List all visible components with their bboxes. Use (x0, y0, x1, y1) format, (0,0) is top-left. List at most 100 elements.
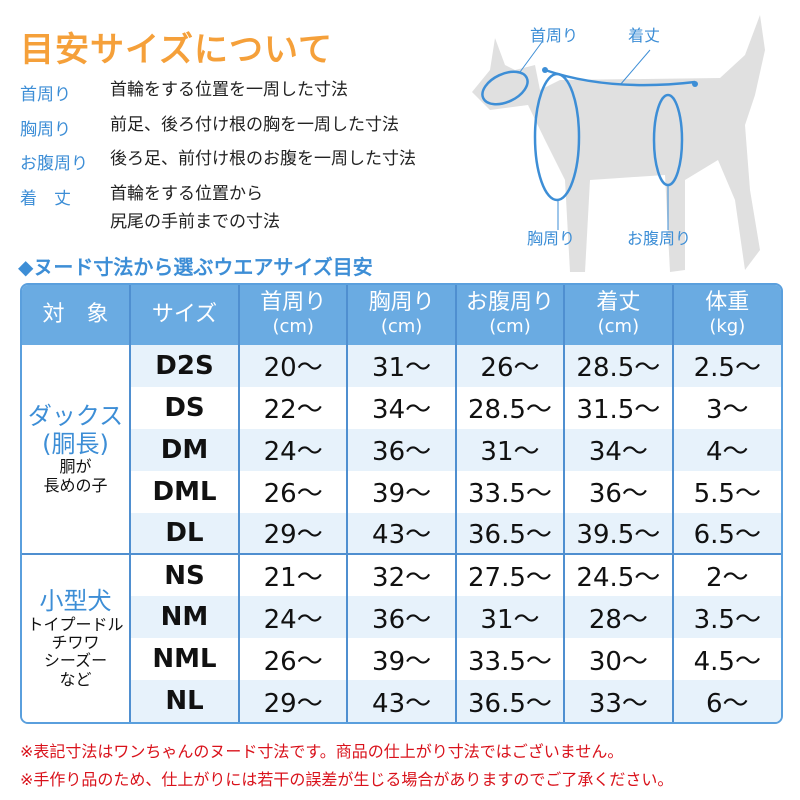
value-cell: 43〜 (347, 512, 457, 555)
target-group-cell: ダックス (胴長) 胴が 長めの子 (22, 345, 131, 555)
value-cell: 24.5〜 (564, 553, 674, 597)
value-cell: 28〜 (564, 596, 674, 639)
table-header-row: 対 象 サイズ 首周り (cm) 胸周り (cm) お腹周り (cm) 着丈 (cm) … (22, 285, 781, 345)
value-cell: 5.5〜 (693, 479, 761, 510)
value-cell: 28.5〜 (564, 345, 674, 387)
table-row: NML 26〜 39〜 33.5〜 30〜 4.5〜 (22, 638, 781, 680)
size-cell: DM (130, 428, 240, 471)
target-desc4: など (59, 669, 92, 689)
value-cell: 36〜 (347, 596, 457, 639)
section-subtitle: ◆ヌード寸法から選ぶウエアサイズ目安 (18, 255, 373, 279)
target-desc2: 長めの子 (43, 475, 108, 495)
table-row: DM 24〜 36〜 31〜 34〜 4〜 (22, 428, 781, 471)
value-cell: 33.5〜 (455, 638, 566, 680)
size-cell: DML (130, 470, 240, 513)
target-desc: トイプードル (27, 614, 124, 634)
term-belly: お腹周り (20, 154, 88, 174)
value-cell: 36.5〜 (455, 512, 566, 555)
value-cell: 6〜 (672, 680, 781, 722)
term-chest: 胸周り (20, 120, 71, 140)
value-cell: 24〜 (239, 428, 349, 471)
table-row: DL 29〜 43〜 36.5〜 39.5〜 6.5〜 (22, 512, 781, 555)
header-weight: 体重 (kg) (672, 285, 781, 345)
term-neck: 首周り (20, 85, 71, 105)
value-cell: 39.5〜 (564, 512, 674, 555)
value-cell: 31〜 (455, 596, 566, 639)
value-cell: 31〜 (455, 428, 566, 471)
diagram-label-neck: 首周り (530, 26, 579, 45)
size-table: 対 象 サイズ 首周り (cm) 胸周り (cm) お腹周り (cm) 着丈 (cm) … (20, 283, 783, 724)
table-row: DS 22〜 34〜 28.5〜 31.5〜 3〜 (22, 386, 781, 429)
header-neck: 首周り (cm) (239, 285, 349, 345)
target-name2: (胴長) (42, 429, 109, 458)
value-cell: 36〜 (347, 428, 457, 471)
target-group-cell: 小型犬 トイプードル チワワ シーズー など (22, 553, 131, 722)
value-cell: 31〜 (347, 345, 457, 387)
def-neck: 首輪をする位置を一周した寸法 (110, 80, 348, 100)
value-cell: 43〜 (347, 680, 457, 722)
header-length: 着丈 (cm) (564, 285, 674, 345)
value-cell: 21〜 (239, 553, 349, 597)
def-length-2: 尻尾の手前までの寸法 (110, 212, 280, 232)
size-cell: NML (130, 638, 240, 680)
value-cell: 28.5〜 (455, 386, 566, 429)
value-cell: 29〜 (239, 680, 349, 722)
value-cell: 4〜 (672, 428, 781, 471)
page-title: 目安サイズについて (20, 30, 333, 70)
value-cell: 20〜 (239, 345, 349, 387)
target-name: 小型犬 (39, 587, 112, 616)
table-row: 小型犬 トイプードル チワワ シーズー など NS 21〜 32〜 27.5〜 24.5〜 2〜 (22, 553, 781, 722)
value-cell: 6.5〜 (672, 512, 781, 555)
def-length: 首輪をする位置から (110, 184, 263, 204)
dog-silhouette (472, 15, 765, 272)
size-cell: NL (130, 680, 240, 722)
size-cell: DS (130, 386, 240, 429)
value-cell: 26〜 (239, 470, 349, 513)
header-chest: 胸周り (cm) (347, 285, 457, 345)
value-cell: 36.5〜 (455, 680, 566, 722)
value-cell: 26〜 (455, 345, 566, 387)
diagram-label-belly: お腹周り (627, 229, 692, 248)
note-1: ※表記寸法はワンちゃんのヌード寸法です。商品の仕上がり寸法ではございません。 (20, 742, 624, 761)
header-size: サイズ (130, 285, 240, 345)
size-cell: DL (130, 512, 240, 555)
target-desc3: シーズー (43, 651, 108, 671)
term-length: 着 丈 (20, 189, 71, 209)
def-belly: 後ろ足、前付け根のお腹を一周した寸法 (110, 149, 416, 169)
value-cell: 27.5〜 (455, 553, 566, 597)
value-cell: 39〜 (347, 638, 457, 680)
table-row: NL 29〜 43〜 36.5〜 33〜 6〜 (22, 680, 781, 722)
dog-diagram-icon (472, 15, 765, 272)
value-cell: 29〜 (239, 512, 349, 555)
diagram-label-length: 着丈 (628, 26, 661, 45)
diagram-label-chest: 胸周り (527, 229, 576, 248)
value-cell: 33.5〜 (455, 470, 566, 513)
value-cell: 2.5〜 (672, 345, 781, 387)
value-cell: 39〜 (347, 470, 457, 513)
value-cell: 24〜 (239, 596, 349, 639)
value-cell: 34〜 (347, 386, 457, 429)
target-desc: 胴が (59, 457, 92, 477)
value-cell: 36〜 (564, 470, 674, 513)
value-cell: 30〜 (564, 638, 674, 680)
header-belly: お腹周り (cm) (455, 285, 566, 345)
value-cell: 26〜 (239, 638, 349, 680)
size-cell: D2S (130, 345, 240, 387)
value-cell: 34〜 (564, 428, 674, 471)
target-name: ダックス (27, 402, 124, 431)
value-cell: 2〜 (672, 553, 781, 597)
value-cell: 22〜 (239, 386, 349, 429)
def-chest: 前足、後ろ付け根の胸を一周した寸法 (110, 115, 399, 135)
target-desc2: チワワ (51, 633, 100, 653)
table-row: NM 24〜 36〜 31〜 28〜 3.5〜 (22, 596, 781, 639)
table-row: ダックス (胴長) 胴が 長めの子 D2S 20〜 31〜 26〜 28.5〜 2.5〜 (22, 345, 781, 555)
value-cell: 4.5〜 (693, 646, 761, 677)
note-2: ※手作り品のため、仕上がりには若干の誤差が生じる場合がありますのでご了承ください… (20, 770, 674, 789)
value-cell: 31.5〜 (564, 386, 674, 429)
table-row: DML 26〜 39〜 33.5〜 36〜 5.5〜 (22, 470, 781, 513)
value-cell: 3.5〜 (672, 596, 781, 639)
value-cell: 3〜 (706, 395, 749, 426)
value-cell: 32〜 (347, 553, 457, 597)
size-cell: NS (130, 553, 240, 597)
header-target: 対 象 (22, 285, 131, 345)
